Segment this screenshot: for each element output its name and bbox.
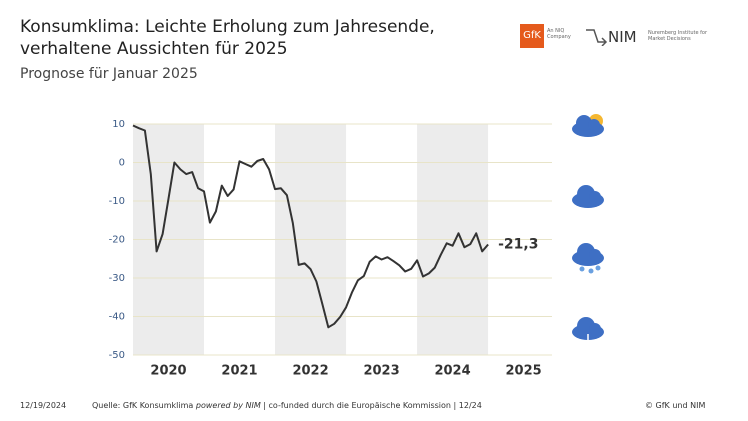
y-tick-label: -20	[109, 235, 125, 246]
nim-sub: Nuremberg Institute for Market Decisions	[648, 30, 708, 42]
x-tick-label: 2022	[292, 364, 328, 379]
gfk-sub: An NIQ Company	[547, 28, 571, 40]
x-tick-label: 2020	[150, 364, 186, 379]
y-tick-label: -10	[109, 196, 125, 207]
footer-source: Quelle: GfK Konsumklima powered by NIM |…	[92, 401, 482, 410]
footer-copyright: © GfK und NIM	[645, 401, 706, 410]
x-tick-label: 2023	[363, 364, 399, 379]
source-text: | co-funded durch die Europäische Kommis…	[263, 401, 482, 410]
chart-subtitle: Prognose für Januar 2025	[20, 66, 198, 82]
chart: 2020 2021 2022 2023 2024 2025 10 0 -10 -20 -30 -40 -…	[109, 114, 604, 379]
y-tick-label: -40	[109, 312, 125, 323]
x-tick-label: 2024	[434, 364, 470, 379]
x-tick-label: 2021	[221, 364, 257, 379]
x-tick-label: 2025	[505, 364, 541, 379]
nim-logo: NIM	[608, 28, 637, 46]
gfk-logo: GfK	[520, 24, 544, 48]
y-tick-label: -50	[109, 350, 125, 361]
footer-date: 12/19/2024	[20, 401, 67, 410]
y-tick-label: -30	[109, 273, 125, 284]
source-text: Quelle: GfK Konsumklima	[92, 401, 194, 410]
y-tick-label: 10	[112, 119, 125, 130]
source-italic: powered by NIM	[195, 401, 261, 410]
y-tick-label: 0	[119, 158, 125, 169]
data-line	[132, 124, 489, 329]
chart-title: Konsumklima: Leichte Erholung zum Jahres…	[20, 17, 435, 59]
nim-arrow	[586, 29, 608, 46]
value-label: -21,3	[498, 237, 538, 253]
weather-icons	[572, 114, 604, 350]
